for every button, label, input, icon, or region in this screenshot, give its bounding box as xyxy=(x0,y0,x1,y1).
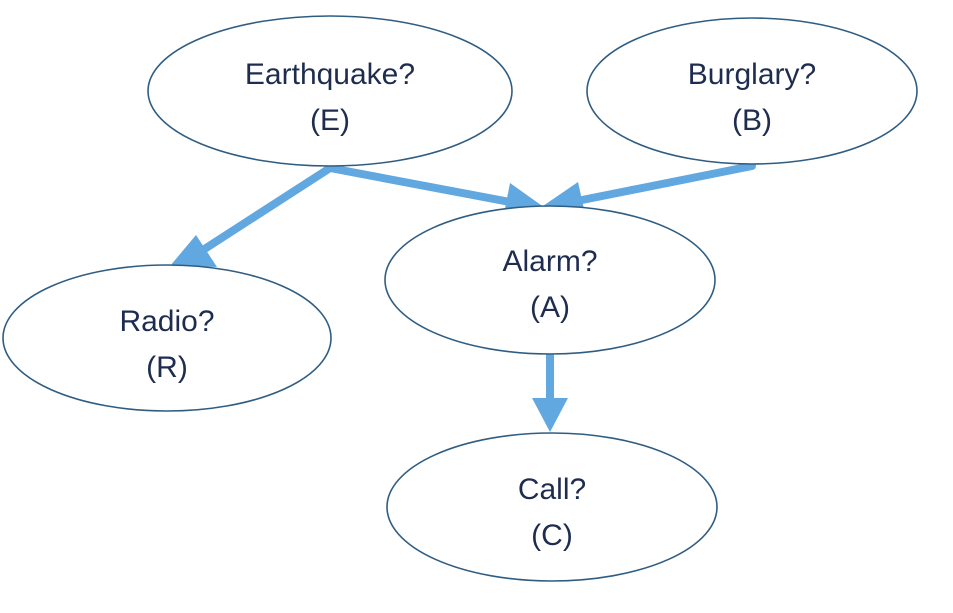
node-abbr: (B) xyxy=(732,104,772,137)
node-label: Burglary? xyxy=(688,58,816,91)
edge-earthquake-radio xyxy=(170,164,334,267)
node-ellipse xyxy=(384,205,716,355)
node-label: Call? xyxy=(518,473,586,506)
edge-line xyxy=(578,162,756,204)
node-ellipse xyxy=(2,264,332,412)
arrowhead xyxy=(532,398,568,432)
edge-line xyxy=(199,164,334,254)
arrowhead xyxy=(170,235,217,267)
node-ellipse xyxy=(147,15,513,167)
node-label: Alarm? xyxy=(502,245,597,278)
node-abbr: (A) xyxy=(530,291,570,324)
node-alarm: Alarm? (A) xyxy=(384,205,716,355)
node-abbr: (R) xyxy=(146,351,188,384)
edge-line xyxy=(326,164,514,206)
node-call: Call? (C) xyxy=(386,432,718,582)
node-burglary: Burglary? (B) xyxy=(586,17,918,165)
node-ellipse xyxy=(386,432,718,582)
node-abbr: (C) xyxy=(531,519,573,552)
edge-alarm-call xyxy=(532,352,568,432)
node-ellipse xyxy=(586,17,918,165)
node-earthquake: Earthquake? (E) xyxy=(147,15,513,167)
node-label: Earthquake? xyxy=(245,58,415,91)
node-abbr: (E) xyxy=(310,104,350,137)
node-radio: Radio? (R) xyxy=(2,264,332,412)
node-label: Radio? xyxy=(119,305,214,338)
